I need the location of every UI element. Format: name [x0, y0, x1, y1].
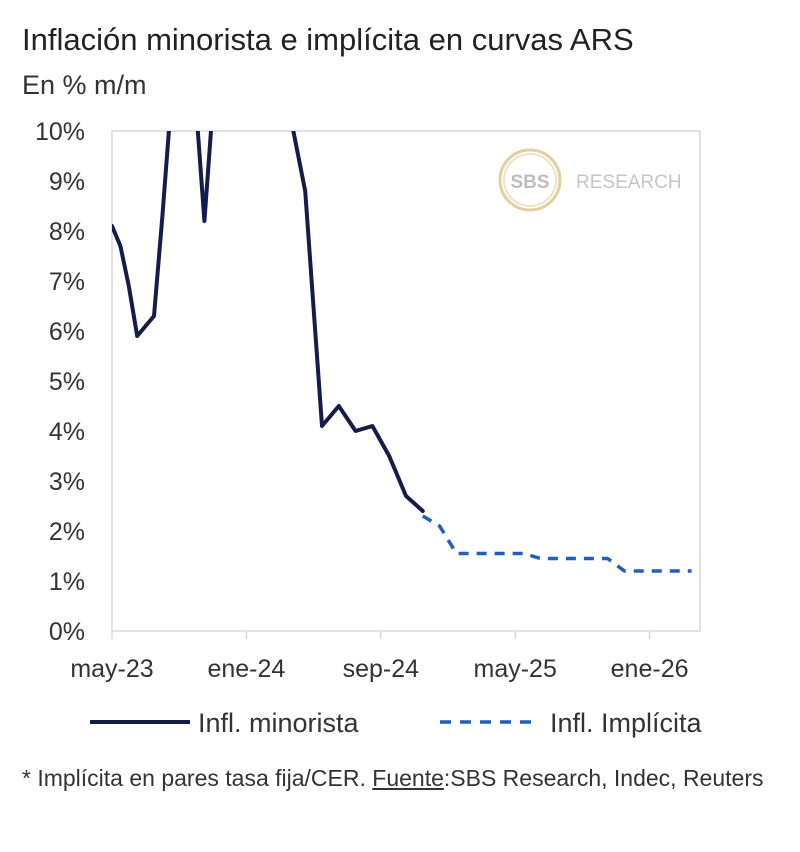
x-tick-label: sep-24 [343, 655, 420, 683]
watermark-badge: SBS [510, 172, 549, 193]
footnote-note: * Implícita en pares tasa fija/CER. [22, 765, 373, 791]
x-tick-label: ene-26 [611, 655, 689, 683]
x-tick-label: may-25 [474, 655, 557, 683]
y-tick-label: 5% [49, 368, 85, 396]
y-tick-label: 4% [49, 418, 85, 446]
x-tick-label: ene-24 [207, 655, 285, 683]
x-axis: may-23 ene-24 sep-24 may-25 ene-26 [70, 631, 689, 683]
legend-label-implicita: Infl. Implícita [550, 708, 703, 738]
chart-subtitle: En % m/m [22, 70, 147, 100]
chart-svg: 0% 1% 2% 3% 4% 5% 6% 7% 8% 9% 10% may-23 ene-24 sep-… [35, 118, 703, 738]
watermark-text: RESEARCH [576, 172, 682, 193]
legend: Infl. minorista Infl. Implícita [90, 708, 703, 738]
series-line-minorista [112, 131, 425, 513]
watermark-inner-ring [503, 153, 557, 207]
y-axis: 0% 1% 2% 3% 4% 5% 6% 7% 8% 9% 10% [35, 118, 85, 646]
watermark-ring [498, 148, 562, 212]
y-tick-label: 0% [49, 618, 85, 646]
series-layer [112, 131, 692, 573]
y-tick-label: 3% [49, 468, 85, 496]
y-tick-label: 7% [49, 268, 85, 296]
legend-label-minorista: Infl. minorista [198, 708, 360, 738]
plot-area [111, 130, 701, 632]
y-tick-label: 9% [49, 168, 85, 196]
footnote: * Implícita en pares tasa fija/CER. Fuen… [22, 760, 792, 796]
watermark: SBS RESEARCH [498, 148, 682, 212]
y-tick-label: 1% [49, 568, 85, 596]
y-tick-label: 2% [49, 518, 85, 546]
footnote-sources: :SBS Research, Indec, Reuters [443, 765, 764, 791]
footnote-source-label: Fuente [372, 765, 444, 791]
series-line-implicita [421, 514, 692, 573]
y-tick-label: 6% [49, 318, 85, 346]
y-tick-label: 8% [49, 218, 85, 246]
chart-title: Inflación minorista e implícita en curva… [22, 22, 634, 57]
plot-border [111, 130, 701, 632]
x-tick-label: may-23 [70, 655, 153, 683]
y-tick-label: 10% [35, 118, 85, 146]
